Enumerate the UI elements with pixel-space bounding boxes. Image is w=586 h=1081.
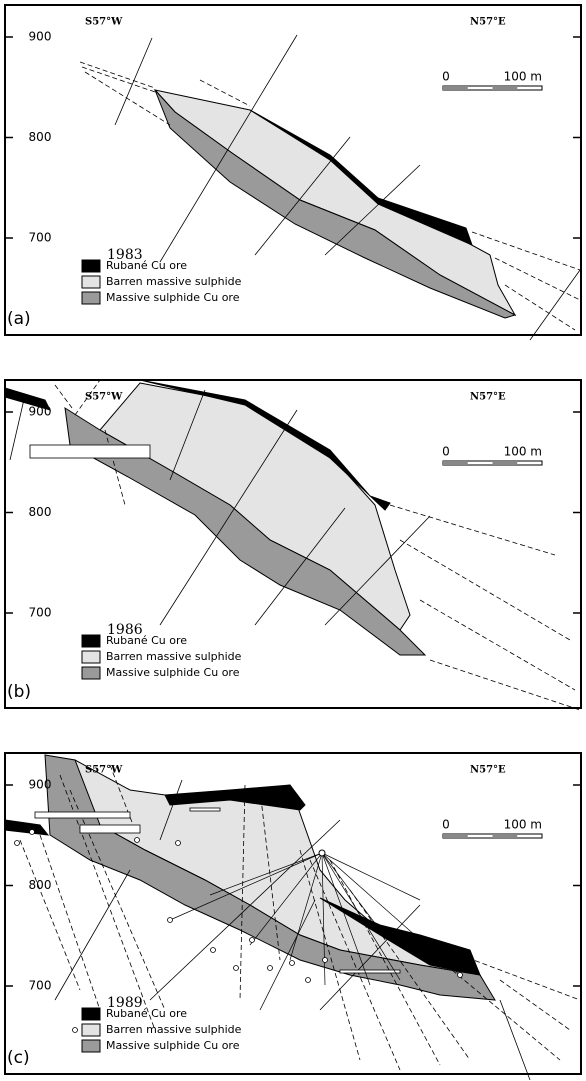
legend-label: Barren massive sulphide bbox=[106, 1023, 242, 1036]
drill-collar bbox=[290, 961, 295, 966]
drill-collar bbox=[30, 830, 35, 835]
legend-label: Massive sulphide Cu ore bbox=[106, 1039, 240, 1052]
direction-right: N57°E bbox=[470, 17, 506, 28]
elevation-label: 800 bbox=[29, 130, 52, 144]
dashed-contact bbox=[500, 980, 570, 1030]
legend-swatch bbox=[82, 1024, 100, 1036]
legend-label: Rubané Cu ore bbox=[106, 259, 187, 272]
elevation-label: 800 bbox=[29, 505, 52, 519]
fault-line bbox=[10, 395, 25, 460]
drill-core bbox=[35, 812, 130, 818]
legend-swatch bbox=[82, 667, 100, 679]
drill-collar bbox=[135, 838, 140, 843]
scale-bar-segment bbox=[443, 86, 468, 90]
legend-swatch bbox=[82, 1040, 100, 1052]
drill-collar bbox=[234, 966, 239, 971]
legend-swatch bbox=[82, 276, 100, 288]
scale-end: 100 m bbox=[504, 445, 542, 459]
drill-core bbox=[340, 970, 400, 973]
elevation-label: 900 bbox=[29, 778, 52, 792]
drill-collar bbox=[211, 948, 216, 953]
barren-massive-sulphide bbox=[100, 383, 410, 630]
legend-swatch bbox=[82, 651, 100, 663]
elevation-label: 700 bbox=[29, 979, 52, 993]
panel-label: (b) bbox=[7, 682, 31, 702]
direction-left: S57°W bbox=[85, 765, 123, 776]
legend-swatch bbox=[82, 292, 100, 304]
scale-end: 100 m bbox=[504, 70, 542, 84]
drill-core bbox=[80, 825, 140, 833]
scale-start: 0 bbox=[442, 445, 450, 459]
dashed-contact bbox=[495, 258, 580, 300]
drill-collar bbox=[268, 966, 273, 971]
elevation-label: 900 bbox=[29, 30, 52, 44]
fault-line bbox=[500, 1000, 530, 1080]
legend-swatch bbox=[82, 1008, 100, 1020]
panel-label: (c) bbox=[7, 1048, 30, 1068]
scale-start: 0 bbox=[442, 818, 450, 832]
dashed-contact bbox=[420, 600, 575, 690]
drill-collar bbox=[73, 1028, 78, 1033]
scale-bar-segment bbox=[493, 834, 518, 838]
fault-line bbox=[55, 870, 130, 1000]
drill-collar bbox=[15, 841, 20, 846]
elevation-label: 700 bbox=[29, 606, 52, 620]
elevation-label: 800 bbox=[29, 878, 52, 892]
drill-core bbox=[190, 808, 220, 811]
drill-collar bbox=[458, 973, 463, 978]
scale-bar-segment bbox=[443, 461, 468, 465]
drill-collar bbox=[306, 978, 311, 983]
dashed-contact bbox=[85, 72, 170, 125]
dashed-contact bbox=[55, 385, 72, 408]
scale-start: 0 bbox=[442, 70, 450, 84]
elevation-label: 700 bbox=[29, 231, 52, 245]
dashed-contact bbox=[80, 62, 155, 88]
legend-label: Rubané Cu ore bbox=[106, 634, 187, 647]
legend-label: Barren massive sulphide bbox=[106, 275, 242, 288]
dashed-contact bbox=[400, 540, 570, 640]
direction-right: N57°E bbox=[470, 765, 506, 776]
legend-label: Massive sulphide Cu ore bbox=[106, 291, 240, 304]
drill-collar bbox=[323, 958, 328, 963]
drill-collar bbox=[168, 918, 173, 923]
legend-label: Barren massive sulphide bbox=[106, 650, 242, 663]
panel-label: (a) bbox=[7, 309, 31, 329]
direction-right: N57°E bbox=[470, 392, 506, 403]
scale-bar-segment bbox=[493, 461, 518, 465]
drill-core bbox=[30, 445, 150, 458]
elevation-label: 900 bbox=[29, 405, 52, 419]
scale-end: 100 m bbox=[504, 818, 542, 832]
dashed-contact bbox=[430, 660, 580, 710]
drill-collar bbox=[250, 938, 255, 943]
direction-left: S57°W bbox=[85, 392, 123, 403]
rubane-cu-ore bbox=[5, 820, 48, 835]
figure: 900800700S57°WN57°E0100 m1983Rubané Cu o… bbox=[0, 0, 586, 1081]
legend-label: Massive sulphide Cu ore bbox=[106, 666, 240, 679]
drill-collar bbox=[176, 841, 181, 846]
scale-bar-segment bbox=[443, 834, 468, 838]
dashed-contact bbox=[20, 840, 80, 990]
fault-line bbox=[115, 38, 152, 125]
direction-left: S57°W bbox=[85, 17, 123, 28]
legend-swatch bbox=[82, 635, 100, 647]
legend-swatch bbox=[82, 260, 100, 272]
scale-bar-segment bbox=[493, 86, 518, 90]
drill-collar bbox=[319, 850, 325, 856]
dashed-contact bbox=[82, 67, 158, 93]
fault-line bbox=[530, 270, 580, 340]
dashed-contact bbox=[390, 505, 555, 555]
legend-label: Rubané Cu ore bbox=[106, 1007, 187, 1020]
